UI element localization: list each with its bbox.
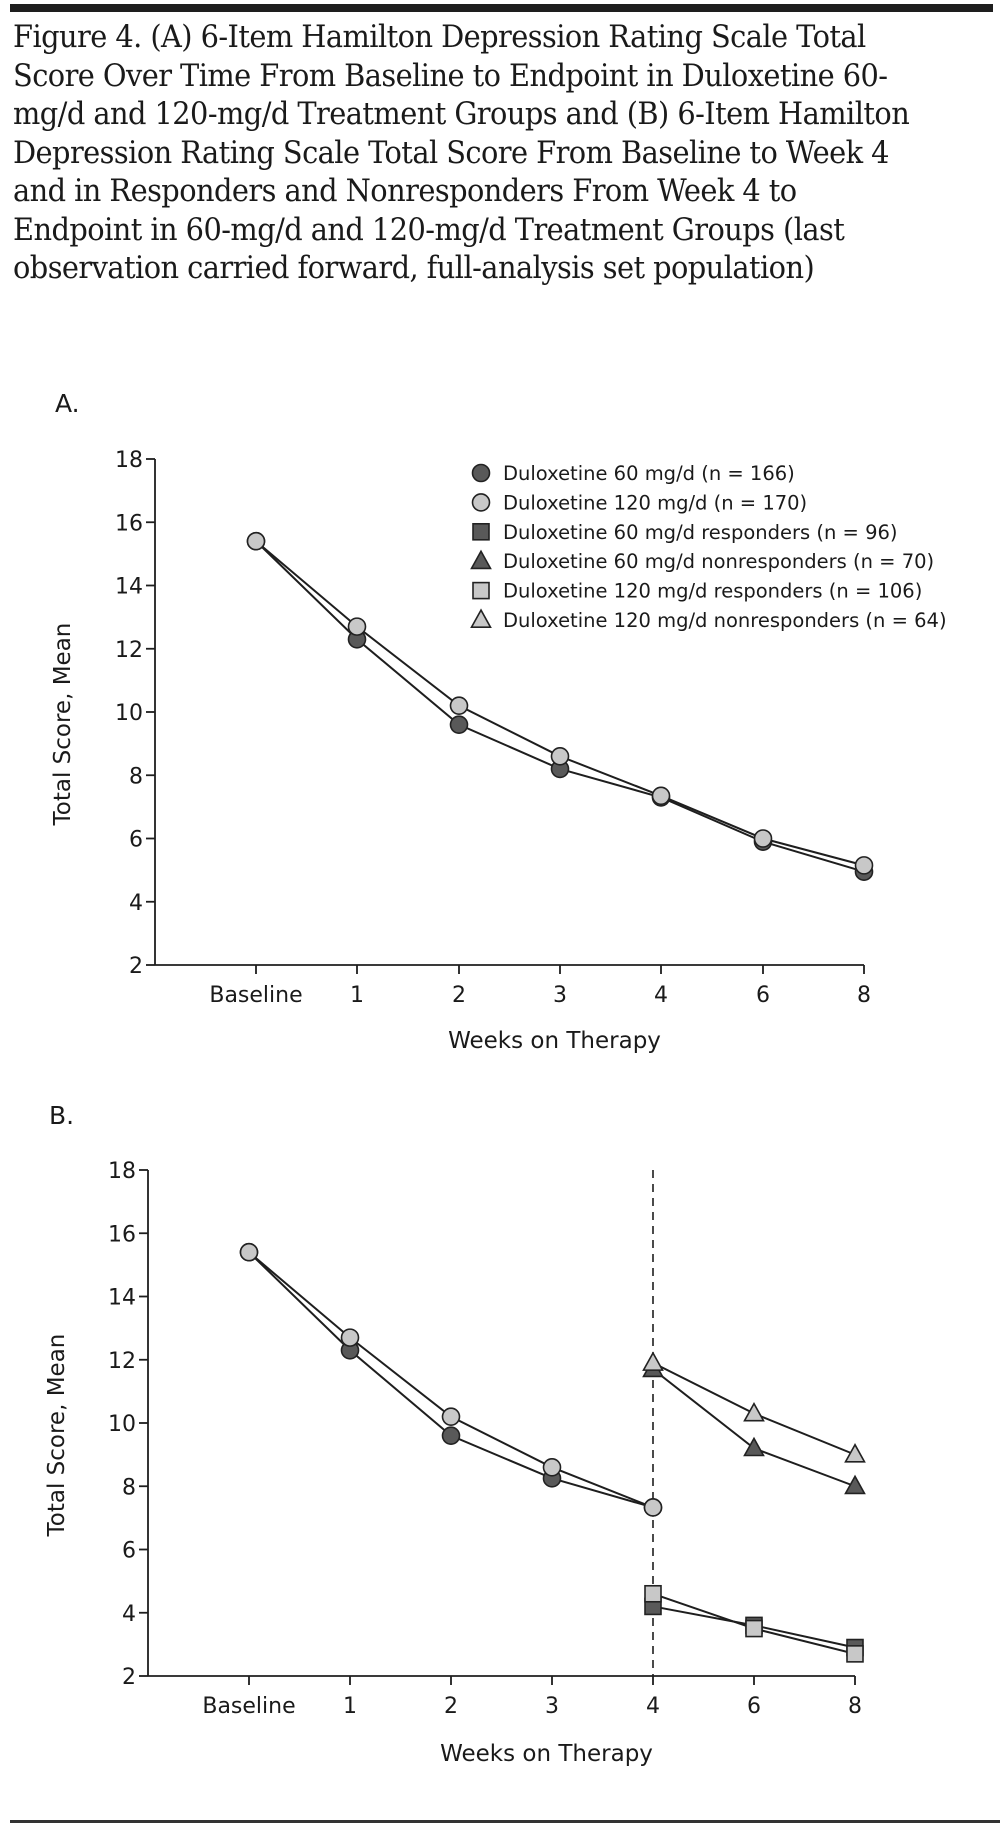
legend-label: Duloxetine 60 mg/d responders (n = 96) xyxy=(503,521,898,544)
data-point-series-4 xyxy=(846,1645,864,1663)
data-point-series-1 xyxy=(239,1242,259,1262)
series-line-1 xyxy=(248,1251,654,1509)
data-point-series-1 xyxy=(347,617,367,636)
figure-title: Figure 4. (A) 6-Item Hamilton Depression… xyxy=(13,19,910,286)
y-tick-label: 12 xyxy=(115,638,143,663)
x-tick-label: 4 xyxy=(654,983,668,1008)
y-tick-label: 14 xyxy=(115,575,143,600)
y-tick-label: 2 xyxy=(122,1665,136,1690)
data-point-series-1 xyxy=(753,829,773,848)
panel-label: A. xyxy=(55,389,80,418)
legend-marker-circle-icon xyxy=(471,493,491,512)
data-point-series-1 xyxy=(643,1498,663,1517)
x-tick-label: 3 xyxy=(553,983,567,1008)
series-line-0 xyxy=(248,1251,654,1509)
x-tick-label: Baseline xyxy=(202,1694,295,1719)
x-tick-label: 4 xyxy=(646,1694,660,1719)
y-tick-label: 12 xyxy=(108,1349,136,1374)
y-tick-label: 10 xyxy=(115,701,143,726)
y-axis-title: Total Score, Mean xyxy=(50,623,76,827)
x-tick-label: 8 xyxy=(857,983,871,1008)
y-tick-label: 10 xyxy=(108,1412,136,1437)
x-tick-label: 6 xyxy=(747,1694,761,1719)
data-point-series-1 xyxy=(441,1407,461,1426)
x-tick-label: 8 xyxy=(848,1694,862,1719)
y-tick-label: 8 xyxy=(129,764,143,789)
x-tick-label: 1 xyxy=(350,983,364,1008)
legend-marker-triangle-icon xyxy=(470,608,492,629)
legend-marker-circle-icon xyxy=(471,463,491,483)
panel-label: B. xyxy=(49,1101,74,1130)
y-tick-label: 14 xyxy=(108,1286,136,1311)
data-point-series-1 xyxy=(246,531,266,551)
x-tick-label: 2 xyxy=(444,1694,458,1719)
y-tick-label: 8 xyxy=(122,1475,136,1500)
data-point-series-1 xyxy=(449,696,469,715)
legend-label: Duloxetine 120 mg/d responders (n = 106) xyxy=(503,580,922,603)
legend-marker-triangle-icon xyxy=(470,549,492,570)
data-point-series-1 xyxy=(550,746,570,766)
data-point-series-3 xyxy=(743,1436,765,1457)
y-tick-label: 18 xyxy=(108,1159,136,1184)
data-point-series-4 xyxy=(644,1584,662,1603)
y-tick-label: 4 xyxy=(129,891,143,916)
y-tick-label: 4 xyxy=(122,1602,136,1627)
y-tick-label: 18 xyxy=(115,448,143,473)
x-tick-label: 6 xyxy=(756,983,770,1008)
x-axis-title: Weeks on Therapy xyxy=(448,1028,661,1054)
y-tick-label: 2 xyxy=(129,954,143,979)
legend-label: Duloxetine 120 mg/d nonresponders (n = 6… xyxy=(503,609,947,632)
data-point-series-1 xyxy=(854,856,874,875)
x-tick-label: 1 xyxy=(343,1694,357,1719)
x-axis-title: Weeks on Therapy xyxy=(440,1741,653,1767)
legend-label: Duloxetine 120 mg/d (n = 170) xyxy=(503,491,807,514)
top-rule xyxy=(10,4,993,12)
y-tick-label: 6 xyxy=(122,1539,136,1564)
y-tick-label: 16 xyxy=(108,1222,136,1247)
data-point-series-1 xyxy=(340,1328,360,1347)
x-tick-label: Baseline xyxy=(209,983,302,1008)
data-point-series-1 xyxy=(542,1457,562,1477)
data-point-series-0 xyxy=(449,715,469,734)
y-tick-label: 6 xyxy=(129,828,143,853)
x-tick-label: 3 xyxy=(545,1694,559,1719)
bottom-rule xyxy=(10,1820,1000,1823)
data-point-series-0 xyxy=(441,1426,461,1445)
legend-marker-square-icon xyxy=(472,581,490,600)
data-point-series-5 xyxy=(743,1401,765,1422)
data-point-series-5 xyxy=(642,1351,664,1371)
data-point-series-5 xyxy=(844,1443,866,1463)
data-point-series-3 xyxy=(844,1474,866,1495)
legend-label: Duloxetine 60 mg/d (n = 166) xyxy=(503,462,795,485)
y-tick-label: 16 xyxy=(115,511,143,536)
data-point-series-1 xyxy=(651,786,671,806)
legend: Duloxetine 60 mg/d (n = 166) Duloxetine 1… xyxy=(470,462,947,632)
legend-marker-square-icon xyxy=(472,522,490,541)
x-tick-label: 2 xyxy=(452,983,466,1008)
series-line-3 xyxy=(652,1368,856,1488)
y-axis-title: Total Score, Mean xyxy=(44,1334,70,1538)
legend-label: Duloxetine 60 mg/d nonresponders (n = 70… xyxy=(503,550,934,573)
data-point-series-4 xyxy=(745,1619,763,1638)
